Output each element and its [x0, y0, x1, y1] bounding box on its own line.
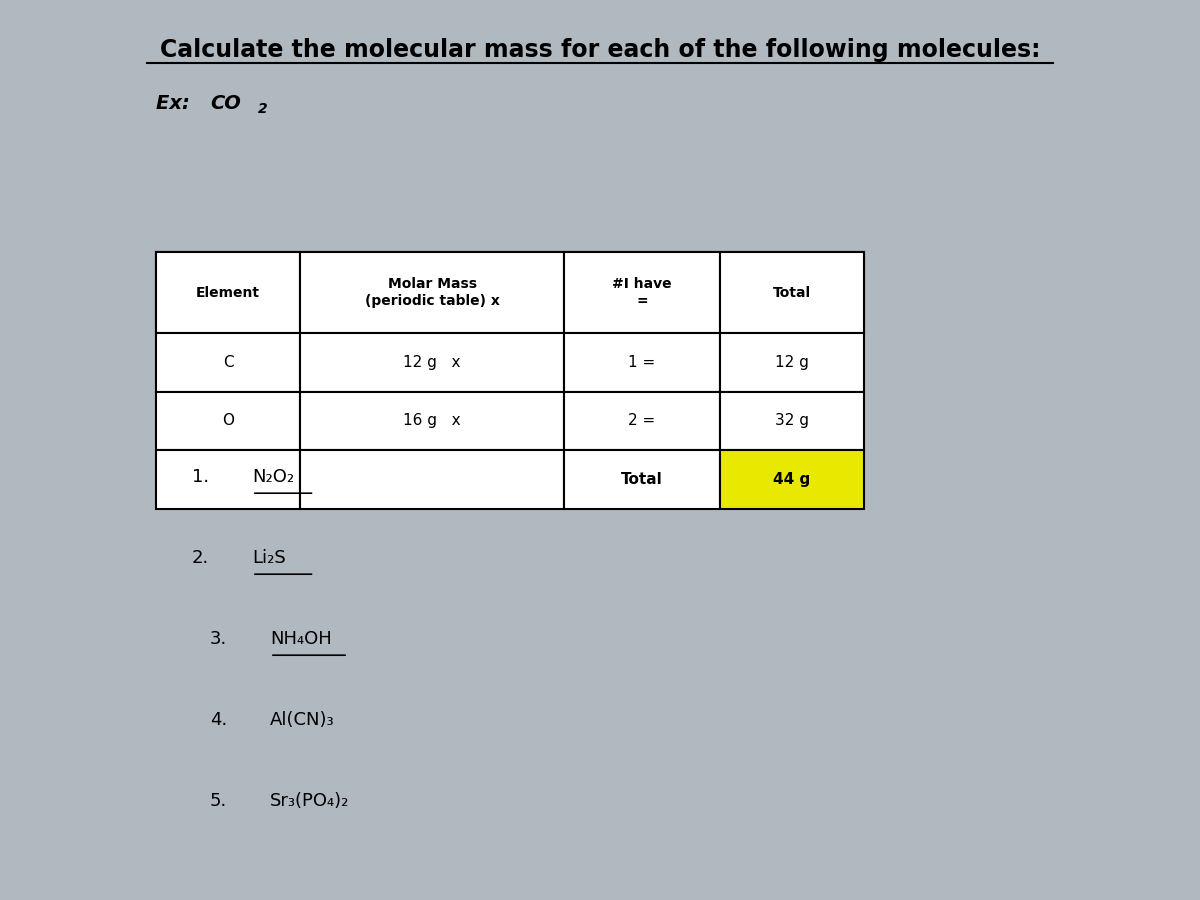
Text: Ex:: Ex: — [156, 94, 197, 113]
Text: 1 =: 1 = — [629, 355, 655, 370]
Bar — [156, 252, 300, 333]
Text: Total: Total — [622, 472, 662, 487]
Text: 2.: 2. — [192, 549, 209, 567]
Bar — [564, 252, 720, 333]
Text: #I have
=: #I have = — [612, 277, 672, 308]
Text: 4.: 4. — [210, 711, 227, 729]
Bar — [720, 333, 864, 392]
Text: 32 g: 32 g — [775, 413, 809, 428]
Text: Molar Mass
(periodic table) x: Molar Mass (periodic table) x — [365, 277, 499, 308]
Bar — [300, 450, 564, 508]
Text: 3.: 3. — [210, 630, 227, 648]
Bar — [300, 333, 564, 392]
Bar — [564, 333, 720, 392]
Bar — [720, 450, 864, 508]
Text: 2: 2 — [258, 102, 268, 116]
Text: CO: CO — [210, 94, 241, 113]
Bar — [720, 392, 864, 450]
Text: C: C — [223, 355, 233, 370]
Text: N₂O₂: N₂O₂ — [252, 468, 294, 486]
Text: Element: Element — [196, 285, 260, 300]
Text: Calculate the molecular mass for each of the following molecules:: Calculate the molecular mass for each of… — [160, 38, 1040, 61]
Bar — [156, 252, 864, 333]
Text: O: O — [222, 413, 234, 428]
Text: 16 g   x: 16 g x — [403, 413, 461, 428]
Text: 5.: 5. — [210, 792, 227, 810]
Bar — [564, 392, 720, 450]
Bar — [156, 333, 300, 392]
Bar — [156, 392, 300, 450]
Text: 12 g: 12 g — [775, 355, 809, 370]
Bar — [720, 252, 864, 333]
Bar — [300, 392, 564, 450]
Text: Li₂S: Li₂S — [252, 549, 286, 567]
Text: 1.: 1. — [192, 468, 209, 486]
Bar — [300, 252, 564, 333]
Text: 12 g   x: 12 g x — [403, 355, 461, 370]
Text: Al(CN)₃: Al(CN)₃ — [270, 711, 335, 729]
Text: Total: Total — [773, 285, 811, 300]
Text: 44 g: 44 g — [773, 472, 811, 487]
Text: 2 =: 2 = — [629, 413, 655, 428]
Text: NH₄OH: NH₄OH — [270, 630, 331, 648]
Bar — [156, 450, 300, 508]
Bar — [564, 450, 720, 508]
Text: Sr₃(PO₄)₂: Sr₃(PO₄)₂ — [270, 792, 349, 810]
